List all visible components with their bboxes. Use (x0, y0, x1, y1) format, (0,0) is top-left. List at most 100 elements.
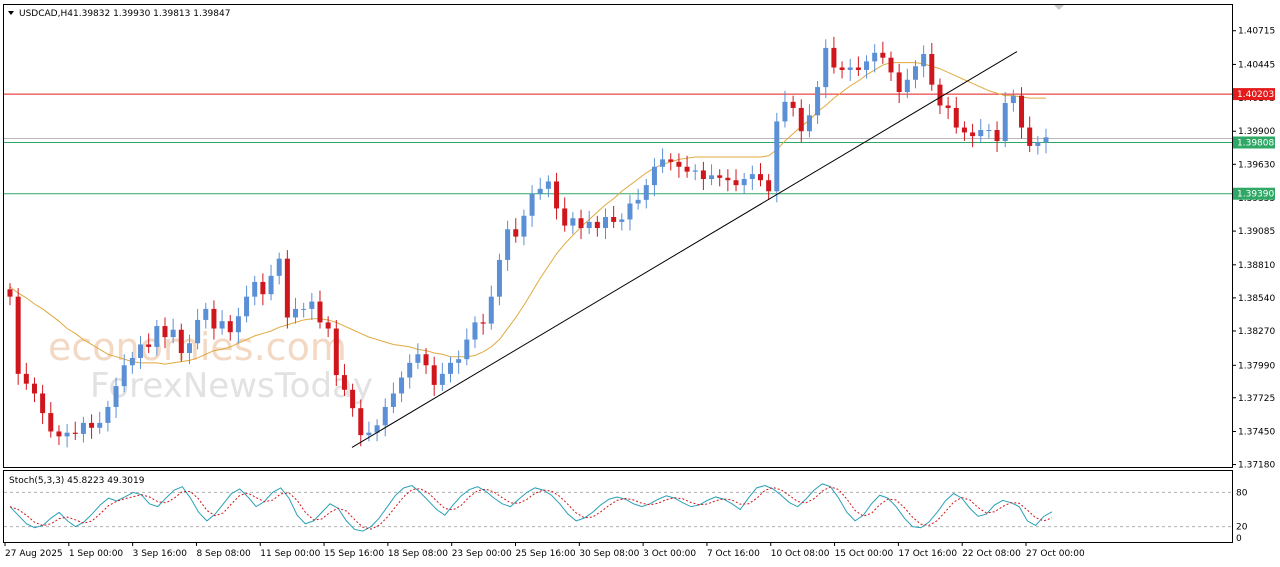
resistance-price-badge (1233, 88, 1275, 101)
candle-body (64, 432, 70, 437)
shift-marker-icon[interactable] (1054, 5, 1064, 10)
time-axis[interactable]: 27 Aug 2025 1 Sep 00:00 3 Sep 16:00 8 Sep 0… (4, 543, 1085, 559)
price-tick-label: 1.40445 (1238, 60, 1275, 70)
candle-body (961, 127, 967, 133)
candle-body (309, 301, 315, 309)
candle-body (684, 166, 690, 172)
candle-body (268, 275, 274, 295)
time-tick-label: 22 Oct 08:00 (962, 549, 1021, 559)
candle-body (399, 377, 405, 394)
candle-body (260, 281, 266, 295)
candle-body (839, 67, 845, 70)
candle-body (146, 344, 152, 347)
candle-body (757, 174, 763, 181)
candle-body (937, 84, 943, 106)
candle-body (872, 52, 878, 62)
candle-body (806, 115, 812, 132)
candle-body (864, 61, 870, 70)
watermark-forexnewstoday: ForexNewsToday (90, 366, 373, 406)
candle-body (23, 373, 29, 384)
candle-body (896, 72, 902, 93)
candle-body (554, 181, 560, 209)
time-tick-label: 3 Sep 16:00 (133, 549, 188, 559)
candle-body (578, 218, 584, 229)
support-price-badge (1233, 187, 1275, 200)
candle-body (301, 308, 307, 310)
support-price-badge-label: 1.39390 (1237, 190, 1274, 200)
candle-body (390, 393, 396, 407)
symbol-dropdown-icon[interactable] (8, 11, 14, 15)
candle-body (341, 375, 347, 390)
price-tick-label: 1.39630 (1238, 160, 1275, 170)
candle-body (40, 393, 46, 414)
time-tick-label: 27 Aug 2025 (5, 549, 63, 559)
candle-body (350, 389, 356, 409)
candle-body (660, 159, 666, 167)
candle-body (545, 181, 551, 189)
candle-body (904, 79, 910, 93)
candle-body (448, 362, 454, 374)
candle-body (276, 258, 282, 276)
time-tick-label: 3 Oct 00:00 (643, 549, 696, 559)
candle-body (1019, 95, 1025, 128)
time-tick-label: 15 Oct 00:00 (835, 549, 894, 559)
candle-body (366, 432, 372, 436)
candle-body (953, 107, 959, 128)
candle-body (56, 431, 62, 437)
time-tick-label: 18 Sep 08:00 (388, 549, 448, 559)
candle-body (815, 87, 821, 116)
candle-body (423, 354, 429, 366)
candle-body (293, 308, 299, 318)
candle-body (602, 217, 608, 229)
ma-line (9, 62, 1046, 365)
candle-body (847, 67, 853, 70)
candle-body (472, 322, 478, 340)
stochastic-level-label: 20 (1236, 523, 1248, 533)
stochastic-level-label: 80 (1236, 488, 1248, 498)
candle-body (113, 386, 119, 407)
stochastic-lines (4, 483, 1232, 532)
candle-body (749, 174, 755, 180)
main-chart-pane[interactable] (3, 4, 1233, 468)
candle-body (651, 166, 657, 186)
candle-body (244, 296, 250, 317)
candle-body (456, 359, 462, 363)
candle-body (537, 188, 543, 194)
candle-body (831, 47, 837, 68)
price-tick-label: 1.40715 (1238, 27, 1275, 37)
candle-body (415, 354, 421, 363)
candle-body (692, 170, 698, 172)
candle-body (480, 322, 486, 324)
candle-body (700, 170, 706, 180)
candle-body (105, 406, 111, 423)
ascending-trendline (351, 51, 1018, 448)
candle-body (586, 221, 592, 229)
candle-body (211, 308, 217, 329)
time-tick-label: 1 Sep 00:00 (69, 549, 124, 559)
candle-body (284, 258, 290, 318)
time-tick-label: 27 Oct 00:00 (1026, 549, 1085, 559)
candle-body (978, 129, 984, 137)
candle-body (186, 343, 192, 354)
candle-body (129, 357, 135, 366)
time-tick-label: 7 Oct 16:00 (707, 549, 760, 559)
time-tick-label: 30 Sep 08:00 (579, 549, 639, 559)
candle-body (790, 101, 796, 108)
candle-body (855, 67, 861, 70)
current-price-badge (1233, 136, 1275, 149)
stochastic-axis: 80 200 (1236, 488, 1248, 544)
candle-body (170, 329, 176, 338)
price-tick-label: 1.39900 (1238, 127, 1275, 137)
candle-body (986, 129, 992, 131)
candle-body (138, 344, 144, 358)
candle-body (912, 66, 918, 80)
stochastic-pane[interactable] (3, 470, 1233, 543)
trendline[interactable] (351, 51, 1018, 448)
candle-body (513, 229, 519, 237)
price-tick-label: 1.38540 (1238, 294, 1275, 304)
candle-body (382, 406, 388, 426)
price-tick-label: 1.37180 (1238, 461, 1275, 471)
candle-body (235, 316, 241, 333)
resistance-price-badge-label: 1.40203 (1237, 90, 1274, 100)
